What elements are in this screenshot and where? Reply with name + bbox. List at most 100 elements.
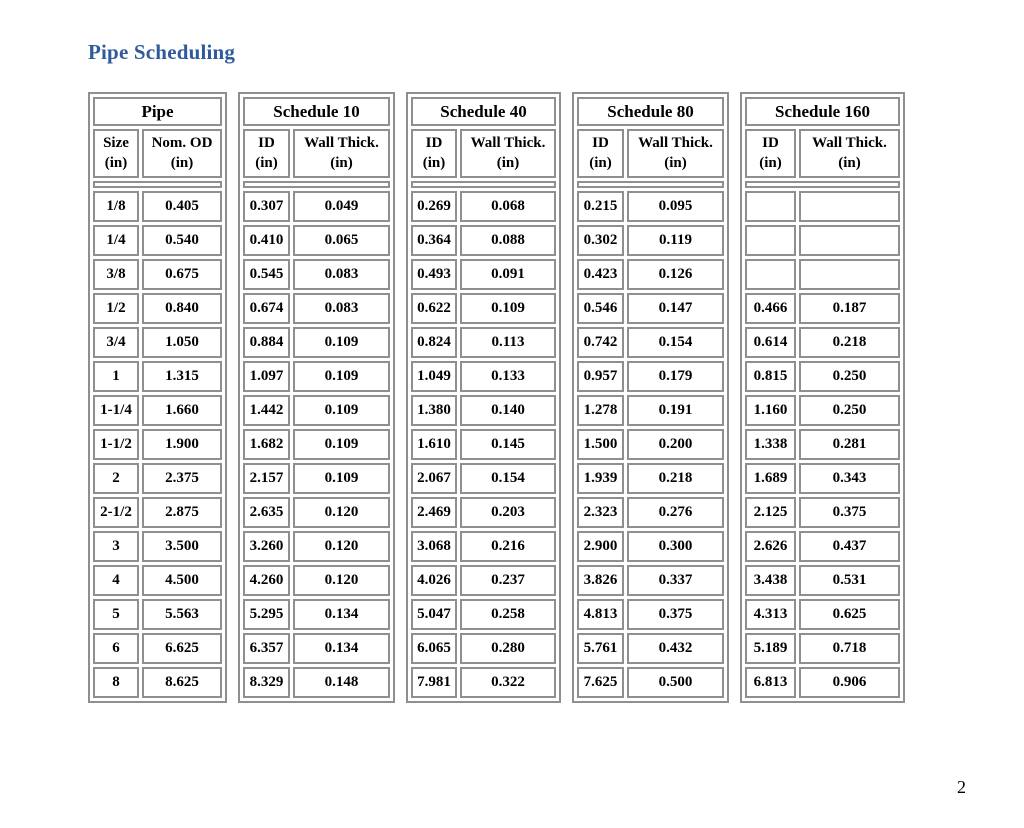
table-cell: 1.689: [745, 463, 796, 494]
table-cell: 0.423: [577, 259, 624, 290]
column-header: ID (in): [243, 129, 290, 178]
table-row: 1.689 0.343: [745, 463, 900, 494]
table-cell: 0.109: [293, 429, 390, 460]
table-row: 1.610 0.145: [411, 429, 556, 460]
table-cell: [799, 225, 900, 256]
table-cell: [745, 191, 796, 222]
table-cell: 0.258: [460, 599, 556, 630]
table-cell: 2.626: [745, 531, 796, 562]
header-spacer: [93, 181, 222, 188]
table-row: 2.323 0.276: [577, 497, 724, 528]
table-row: 4.813 0.375: [577, 599, 724, 630]
table-row: [745, 259, 900, 290]
table-cell: 0.120: [293, 565, 390, 596]
table-row: 2-1/2 2.875: [93, 497, 222, 528]
table-cell: 1.278: [577, 395, 624, 426]
table-cell: 0.280: [460, 633, 556, 664]
table-cell: 0.065: [293, 225, 390, 256]
table-row: 3.826 0.337: [577, 565, 724, 596]
table-row: 0.307 0.049: [243, 191, 390, 222]
table-cell: 0.884: [243, 327, 290, 358]
table-row: 5.295 0.134: [243, 599, 390, 630]
table-cell: 0.216: [460, 531, 556, 562]
group-header: Schedule 80: [577, 97, 724, 126]
table-cell: 8.329: [243, 667, 290, 698]
table-cell: 0.109: [293, 327, 390, 358]
table-cell: 1/2: [93, 293, 139, 324]
table-row: 1.049 0.133: [411, 361, 556, 392]
table-cell: 0.148: [293, 667, 390, 698]
table-row: 1.278 0.191: [577, 395, 724, 426]
table-cell: 6.813: [745, 667, 796, 698]
table-cell: 1.442: [243, 395, 290, 426]
table-row: 7.981 0.322: [411, 667, 556, 698]
table-cell: 0.281: [799, 429, 900, 460]
table-cell: 7.625: [577, 667, 624, 698]
table-cell: 0.322: [460, 667, 556, 698]
table-cell: 0.215: [577, 191, 624, 222]
table-cell: 0.140: [460, 395, 556, 426]
table-cell: 1.682: [243, 429, 290, 460]
table-row: 6.065 0.280: [411, 633, 556, 664]
table-cell: 0.083: [293, 293, 390, 324]
table-cell: 0.300: [627, 531, 724, 562]
table-cell: 3.500: [142, 531, 222, 562]
table-cell: 5: [93, 599, 139, 630]
table-cell: 0.126: [627, 259, 724, 290]
table-row: 3.260 0.120: [243, 531, 390, 562]
table-row: 5 5.563: [93, 599, 222, 630]
group-header: Schedule 160: [745, 97, 900, 126]
table-schedule-80: Schedule 80 ID (in) Wall Thick. (in) 0.215 0.0…: [572, 92, 729, 703]
table-row: [745, 225, 900, 256]
table-cell: 0.957: [577, 361, 624, 392]
column-header: Wall Thick. (in): [460, 129, 556, 178]
table-cell: 5.189: [745, 633, 796, 664]
table-cell: 6.065: [411, 633, 457, 664]
table-cell: 1.900: [142, 429, 222, 460]
table-cell: 1/8: [93, 191, 139, 222]
table-cell: 4.026: [411, 565, 457, 596]
table-cell: [799, 259, 900, 290]
table-cell: 1.097: [243, 361, 290, 392]
table-cell: 2.157: [243, 463, 290, 494]
table-row: 1.442 0.109: [243, 395, 390, 426]
header-spacer: [577, 181, 724, 188]
table-row: 0.884 0.109: [243, 327, 390, 358]
table-cell: 0.109: [293, 395, 390, 426]
table-cell: 0.179: [627, 361, 724, 392]
table-row: 1.939 0.218: [577, 463, 724, 494]
table-row: 1.500 0.200: [577, 429, 724, 460]
table-cell: 0.049: [293, 191, 390, 222]
table-cell: 0.375: [627, 599, 724, 630]
table-schedule-10: Schedule 10 ID (in) Wall Thick. (in) 0.307 0.0…: [238, 92, 395, 703]
table-cell: 0.095: [627, 191, 724, 222]
table-cell: 0.625: [799, 599, 900, 630]
table-row: 0.215 0.095: [577, 191, 724, 222]
table-cell: 1.500: [577, 429, 624, 460]
table-cell: 1/4: [93, 225, 139, 256]
page-title: Pipe Scheduling: [88, 40, 236, 64]
table-row: 2.469 0.203: [411, 497, 556, 528]
table-row: 1-1/4 1.660: [93, 395, 222, 426]
table-row: 4.313 0.625: [745, 599, 900, 630]
table-cell: 0.815: [745, 361, 796, 392]
table-cell: 0.145: [460, 429, 556, 460]
table-cell: 0.091: [460, 259, 556, 290]
table-row: 0.423 0.126: [577, 259, 724, 290]
table-cell: 0.614: [745, 327, 796, 358]
table-row: 2.067 0.154: [411, 463, 556, 494]
header-spacer: [243, 181, 390, 188]
table-row: 0.466 0.187: [745, 293, 900, 324]
table-cell: 0.343: [799, 463, 900, 494]
table-cell: [745, 259, 796, 290]
page-number: 2: [957, 777, 966, 797]
table-cell: 1.315: [142, 361, 222, 392]
table-cell: 0.237: [460, 565, 556, 596]
table-cell: 0.088: [460, 225, 556, 256]
table-cell: 0.147: [627, 293, 724, 324]
table-cell: [745, 225, 796, 256]
table-row: 3.438 0.531: [745, 565, 900, 596]
table-cell: 5.047: [411, 599, 457, 630]
table-cell: 0.113: [460, 327, 556, 358]
column-header: Wall Thick. (in): [293, 129, 390, 178]
